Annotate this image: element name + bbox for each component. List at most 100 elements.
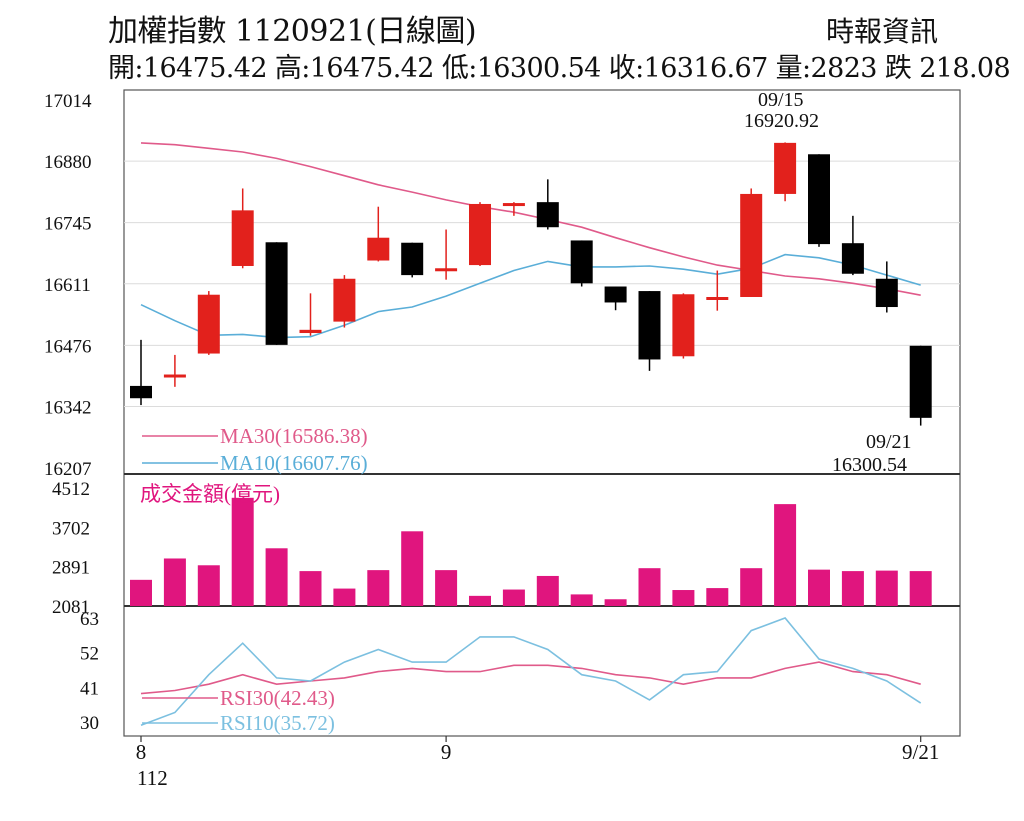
candle [231,188,254,269]
price-tick-label: 16342 [44,397,92,418]
data-source-label: 時報資訊 [826,15,939,48]
candle-body [197,294,220,354]
candle-body [808,154,830,245]
candle [130,339,152,406]
price-tick-label: 16880 [44,152,92,173]
rsi-tick-label: 52 [80,644,99,665]
candle [163,354,186,387]
low-date-annotation: 09/21 [866,431,912,453]
candle [604,286,627,311]
chart-frame [123,89,961,737]
candle [909,345,932,426]
candle [808,154,830,247]
ma30-line [140,142,921,296]
volume-panel-title: 成交金額(億元) [140,482,280,506]
candle [774,142,797,202]
volume-bar [604,599,627,606]
x-axis-year-label: 112 [137,766,168,790]
candle-body [502,203,525,207]
volume-bars [130,497,932,606]
volume-bar [401,531,424,606]
rsi-lines [140,617,922,726]
candle-body [536,202,559,228]
candle [638,291,661,371]
candle-body [672,294,695,357]
volume-bar [740,568,763,606]
plot-border [123,89,961,737]
candle [536,179,559,230]
candle [197,291,220,355]
candle-body [333,278,356,322]
candle [706,270,729,311]
high-value-annotation: 16920.92 [744,110,819,132]
candle-body [875,278,898,308]
candle-body [909,345,932,418]
volume-bar [333,588,356,606]
candle [435,229,458,280]
x-axis-label: 8 [136,740,147,764]
candle-body [638,291,661,360]
candle-body [604,286,627,303]
candle-body [299,329,322,334]
volume-bar [469,595,491,606]
candle-body [774,142,797,194]
rsi10-line [140,617,922,726]
volume-bar [231,497,254,606]
candle-body [231,210,254,266]
volume-bar [841,571,864,606]
low-value-annotation: 16300.54 [832,454,907,476]
volume-bar [367,570,390,606]
rsi-legend-label: RSI10(35.72) [220,711,335,735]
candle-body [570,240,593,284]
candle [469,202,491,266]
candle-body [706,296,729,300]
high-date-annotation: 09/15 [758,89,804,111]
chart-title: 加權指數 1120921(日線圖) [108,14,477,49]
rsi-legend-label: RSI30(42.43) [220,686,335,710]
rsi-tick-label: 41 [80,678,99,699]
rsi-tick-label: 63 [80,609,99,630]
volume-tick-label: 2891 [52,558,90,579]
volume-bar [502,589,525,606]
candle-body [401,242,424,276]
candle-body [367,237,390,261]
price-legend-label: MA10(16607.76) [220,451,368,475]
candle-body [435,268,458,272]
volume-bar [808,569,830,606]
volume-bar [570,594,593,606]
volume-bar [299,571,322,606]
price-tick-label: 16207 [44,459,92,480]
volume-bar [706,588,729,606]
candle [570,240,593,287]
candle-body [841,243,864,274]
volume-bar [197,565,220,606]
candle-body [265,242,288,345]
candle-body [163,374,186,378]
chart-labels: MA30(16586.38) MA10(16607.76) 成交金額(億元) RSI3… [136,89,940,790]
price-stats: 開:16475.42 高:16475.42 低:16300.54 收:16316… [108,53,1011,84]
price-tick-label: 16476 [44,336,92,357]
volume-bar [875,570,898,606]
price-tick-label: 16611 [44,275,91,296]
volume-tick-label: 3702 [52,518,90,539]
moving-average-lines [140,142,921,339]
candle [740,188,763,297]
candle [367,206,390,262]
volume-bar [672,590,695,606]
volume-bar [130,579,152,606]
volume-bar [774,504,797,606]
candle [841,215,864,276]
candle-body [469,203,491,266]
x-axis-label: 9 [441,740,452,764]
candle [265,242,288,345]
candle [401,242,424,278]
price-legend-label: MA30(16586.38) [220,424,368,448]
price-tick-label: 17014 [44,91,92,112]
candle-body [740,193,763,297]
candle [502,202,525,216]
volume-bar [536,575,559,606]
rsi30-line [140,661,921,695]
volume-bar [435,570,458,606]
ma10-line [140,253,921,339]
